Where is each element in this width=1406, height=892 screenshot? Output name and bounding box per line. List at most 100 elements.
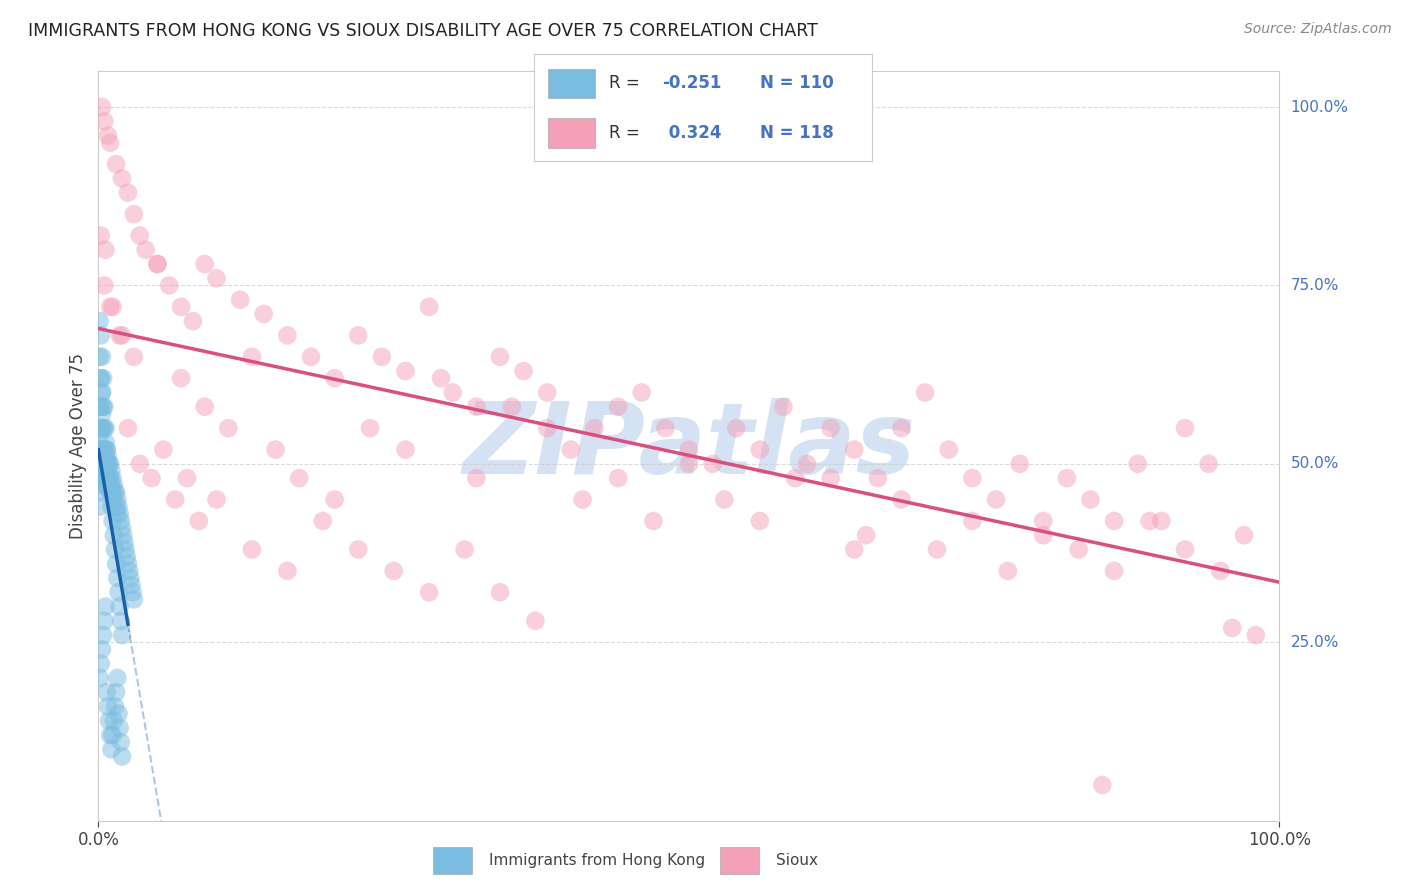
Point	[217, 421, 239, 435]
Point	[91, 471, 114, 485]
Point	[524, 614, 547, 628]
Point	[90, 657, 112, 671]
Point	[962, 471, 984, 485]
Point	[111, 521, 134, 535]
Point	[111, 749, 134, 764]
FancyBboxPatch shape	[548, 69, 595, 98]
Point	[115, 549, 138, 564]
Point	[312, 514, 335, 528]
Point	[91, 642, 114, 657]
Point	[89, 478, 111, 492]
Point	[501, 400, 523, 414]
Point	[108, 328, 131, 343]
Point	[108, 599, 131, 614]
Point	[93, 278, 115, 293]
Point	[205, 271, 228, 285]
Point	[855, 528, 877, 542]
Point	[91, 400, 114, 414]
Point	[103, 714, 125, 728]
Point	[96, 685, 118, 699]
Point	[1032, 514, 1054, 528]
Point	[607, 471, 630, 485]
Point	[1220, 621, 1243, 635]
Point	[938, 442, 960, 457]
Point	[101, 471, 124, 485]
Point	[91, 442, 114, 457]
FancyBboxPatch shape	[720, 847, 759, 874]
Point	[94, 450, 117, 464]
Point	[111, 628, 134, 642]
Text: Sioux: Sioux	[776, 854, 818, 868]
Point	[105, 507, 128, 521]
Point	[146, 257, 169, 271]
Point	[1174, 542, 1197, 557]
Point	[1008, 457, 1031, 471]
Point	[104, 485, 127, 500]
Point	[607, 400, 630, 414]
Point	[98, 471, 121, 485]
Point	[418, 585, 440, 599]
Point	[91, 385, 114, 400]
Point	[181, 314, 204, 328]
Point	[135, 243, 157, 257]
Point	[170, 300, 193, 314]
Point	[97, 478, 120, 492]
Point	[107, 706, 129, 721]
Point	[103, 478, 125, 492]
Point	[194, 400, 217, 414]
Point	[141, 471, 163, 485]
Point	[465, 400, 488, 414]
Point	[430, 371, 453, 385]
Point	[240, 542, 263, 557]
Point	[205, 492, 228, 507]
FancyBboxPatch shape	[548, 118, 595, 148]
Point	[678, 442, 700, 457]
Point	[94, 421, 117, 435]
Point	[97, 457, 120, 471]
Point	[98, 728, 121, 742]
Text: IMMIGRANTS FROM HONG KONG VS SIOUX DISABILITY AGE OVER 75 CORRELATION CHART: IMMIGRANTS FROM HONG KONG VS SIOUX DISAB…	[28, 22, 818, 40]
Point	[90, 471, 112, 485]
Point	[925, 542, 948, 557]
Text: R =: R =	[609, 75, 644, 93]
Point	[91, 407, 114, 421]
Point	[128, 457, 150, 471]
Point	[94, 464, 117, 478]
Point	[176, 471, 198, 485]
Point	[170, 371, 193, 385]
Point	[418, 300, 440, 314]
Point	[785, 471, 807, 485]
Point	[100, 742, 122, 756]
Point	[1244, 628, 1267, 642]
Point	[512, 364, 534, 378]
Point	[288, 471, 311, 485]
Text: N = 118: N = 118	[761, 124, 834, 142]
Point	[1102, 564, 1125, 578]
Text: R =: R =	[609, 124, 644, 142]
Point	[91, 421, 114, 435]
Point	[347, 328, 370, 343]
Point	[489, 585, 512, 599]
Point	[96, 457, 118, 471]
Point	[89, 457, 111, 471]
Point	[98, 485, 121, 500]
Point	[90, 400, 112, 414]
Point	[583, 421, 606, 435]
Point	[105, 557, 128, 571]
Point	[323, 492, 346, 507]
Point	[108, 507, 131, 521]
Point	[101, 485, 124, 500]
Text: 25.0%: 25.0%	[1291, 635, 1339, 649]
Point	[120, 571, 142, 585]
Point	[94, 478, 117, 492]
Point	[112, 528, 135, 542]
Point	[347, 542, 370, 557]
Point	[394, 442, 416, 457]
Point	[93, 471, 115, 485]
Point	[98, 136, 121, 150]
Point	[91, 628, 114, 642]
Point	[100, 478, 122, 492]
Text: 50.0%: 50.0%	[1291, 457, 1339, 471]
Point	[98, 457, 121, 471]
Point	[962, 514, 984, 528]
